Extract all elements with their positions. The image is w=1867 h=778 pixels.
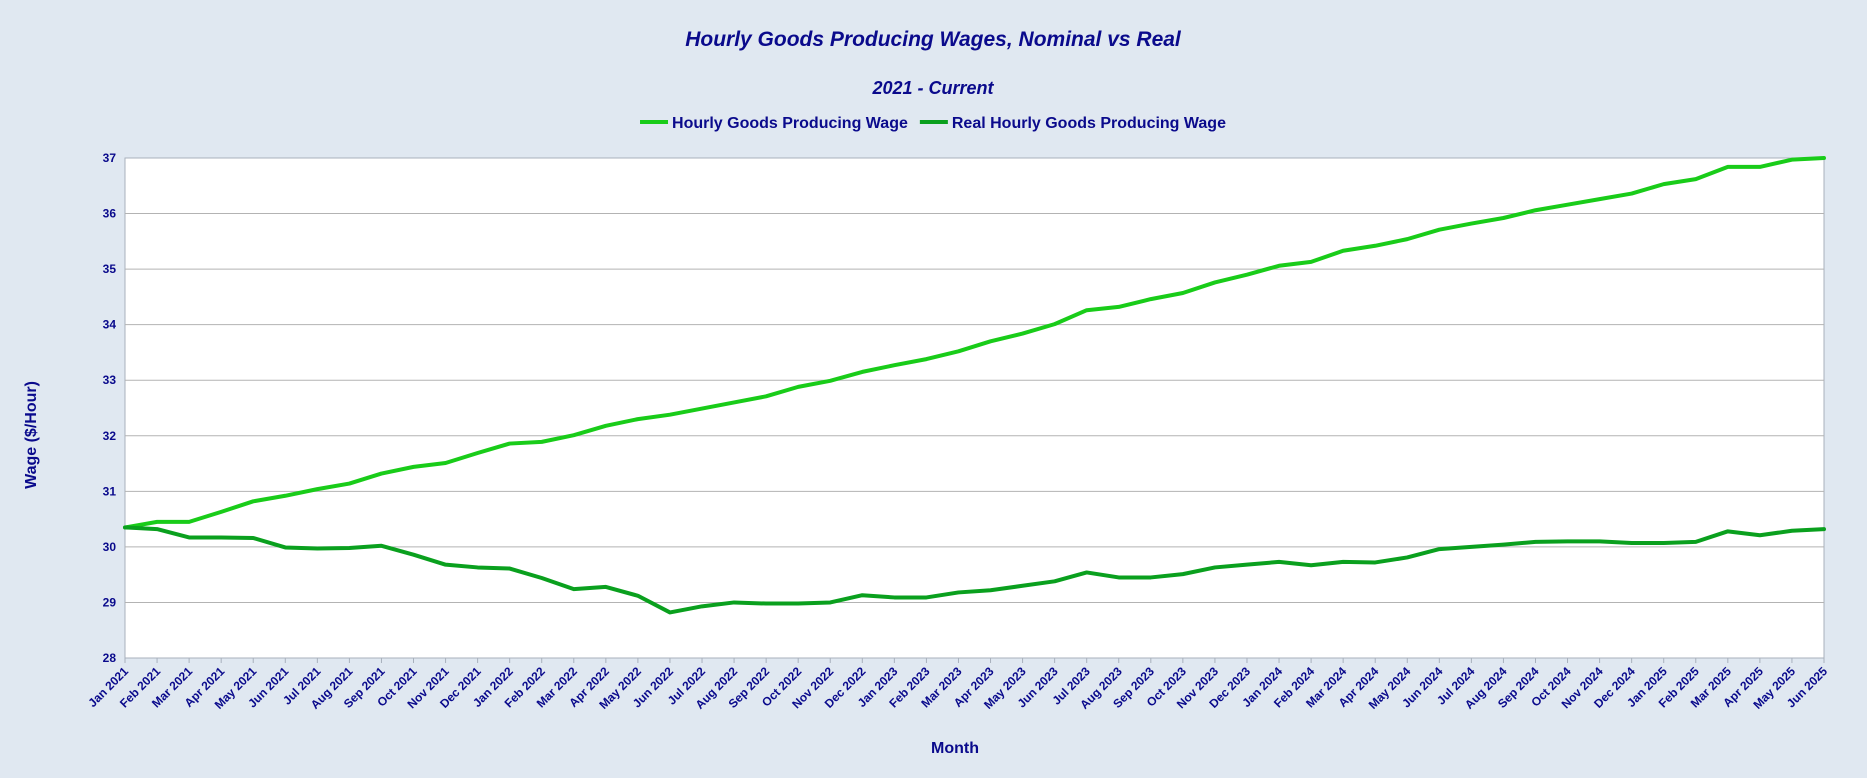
y-tick-label: 35 <box>103 262 117 276</box>
series-lines <box>123 156 1826 615</box>
y-tick-label: 36 <box>103 207 117 221</box>
legend-label-1: Hourly Goods Producing Wage <box>672 115 908 132</box>
y-tick-label: 29 <box>103 595 117 609</box>
y-axis-ticks: 28 29 30 31 32 33 34 35 36 37 <box>103 151 117 665</box>
x-axis-title: Month <box>931 740 979 757</box>
legend: Hourly Goods Producing Wage Real Hourly G… <box>640 115 1226 132</box>
y-tick-label: 34 <box>103 318 117 332</box>
plot-area <box>124 157 1825 659</box>
y-tick-label: 32 <box>103 429 117 443</box>
chart-subtitle: 2021 - Current <box>871 78 994 98</box>
y-axis-title: Wage ($/Hour) <box>23 381 40 489</box>
y-tick-label: 28 <box>103 651 117 665</box>
y-tick-label: 37 <box>103 151 117 165</box>
series-line-2 <box>123 525 1826 615</box>
legend-label-2: Real Hourly Goods Producing Wage <box>952 115 1226 132</box>
chart-title: Hourly Goods Producing Wages, Nominal vs… <box>685 28 1182 51</box>
gridlines <box>125 213 1824 603</box>
y-tick-label: 33 <box>103 373 117 387</box>
series-line-1 <box>123 156 1826 530</box>
y-tick-label: 30 <box>103 540 117 554</box>
y-tick-label: 31 <box>103 484 117 498</box>
